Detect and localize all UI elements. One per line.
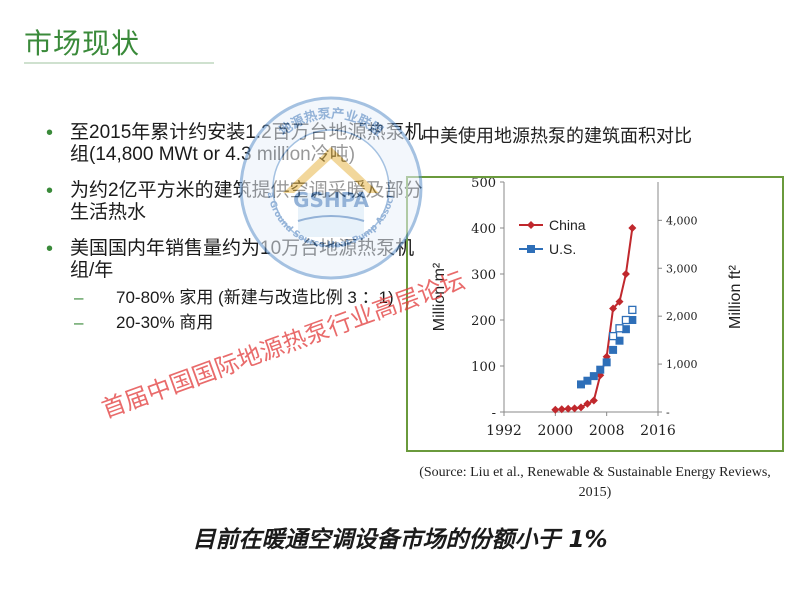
- us-data-point: [628, 316, 637, 324]
- us-data-point: [609, 345, 618, 354]
- y2-axis-title: Million ft²: [727, 264, 744, 329]
- us-data-point: [621, 325, 630, 334]
- slide-title: 市场现状: [24, 27, 141, 60]
- sub-bullet-item: – 70-80% 家用 (新建与改造比例 3 ：1): [74, 288, 424, 307]
- sub-bullet-text: 20-30% 商用: [116, 313, 214, 332]
- us-data-point: [577, 380, 585, 389]
- us-projected-point: [615, 324, 624, 333]
- china-data-point: [564, 404, 573, 413]
- china-data-point: [570, 404, 579, 413]
- china-data-point: [609, 304, 618, 313]
- y2-tick-label: 3,000: [666, 262, 698, 275]
- china-data-point: [583, 399, 592, 408]
- us-data-point: [589, 372, 598, 381]
- title-divider: [24, 62, 214, 64]
- china-data-point: [551, 405, 560, 414]
- us-projected-point: [628, 305, 637, 315]
- bullet-dot-icon: •: [46, 238, 54, 260]
- china-data-point: [615, 297, 624, 306]
- us-projected-point: [621, 315, 631, 325]
- china-data-point: [628, 224, 637, 232]
- gshpa-logo: GSHPA 地源热泵产业联盟 China Ground Source Heat …: [238, 95, 423, 280]
- y2-tick-label: -: [666, 406, 670, 419]
- china-data-point: [589, 396, 598, 405]
- bullet-dot-icon: •: [46, 180, 54, 202]
- legend-label: China: [549, 217, 586, 233]
- y2-tick-label: 1,000: [666, 358, 698, 371]
- legend-marker-china: [527, 221, 535, 229]
- chart-frame: - 100 200 300 400 500 - 1,000 2,000 3,000 4,000 199…: [406, 176, 784, 452]
- x-tick-label: 2008: [589, 423, 625, 439]
- y-tick-label: 200: [471, 314, 496, 329]
- market-share-note: 目前在暖通空调设备市场的份额小于 1%: [192, 527, 608, 553]
- y-axis-title: Million m²: [431, 262, 448, 331]
- y2-tick-label: 2,000: [666, 310, 698, 323]
- dash-icon: –: [74, 313, 84, 332]
- y-tick-label: -: [492, 406, 496, 421]
- us-data-point: [615, 336, 624, 345]
- source-citation: (Source: Liu et al., Renewable & Sustain…: [419, 465, 771, 500]
- legend-marker-us: [527, 245, 535, 253]
- dash-icon: –: [74, 288, 84, 307]
- sub-bullet-text: 70-80% 家用 (新建与改造比例 3 ：1): [116, 288, 394, 307]
- us-data-point: [583, 376, 592, 385]
- china-data-point: [557, 405, 566, 414]
- china-data-point: [577, 403, 585, 412]
- x-tick-label: 2000: [538, 423, 574, 439]
- y-tick-label: 100: [471, 360, 496, 375]
- logo-abbr: GSHPA: [293, 188, 369, 212]
- china-data-point: [621, 270, 630, 278]
- y-tick-label: 400: [471, 222, 496, 237]
- chart-title: 中美使用地源热泵的建筑面积对比: [422, 126, 692, 147]
- us-projected-point: [608, 331, 618, 341]
- legend-label: U.S.: [549, 241, 576, 257]
- us-data-point: [596, 365, 605, 374]
- sub-bullet-item: – 20-30% 商用: [74, 313, 424, 332]
- us-data-point: [602, 358, 611, 367]
- x-tick-label: 1992: [486, 423, 522, 439]
- y-tick-label: 500: [471, 178, 496, 191]
- bullet-dot-icon: •: [46, 122, 54, 144]
- y2-tick-label: 4,000: [666, 214, 698, 227]
- x-tick-label: 2016: [640, 423, 676, 439]
- y-tick-label: 300: [471, 268, 496, 283]
- chart-area: - 100 200 300 400 500 - 1,000 2,000 3,000 4,000 199…: [431, 178, 744, 439]
